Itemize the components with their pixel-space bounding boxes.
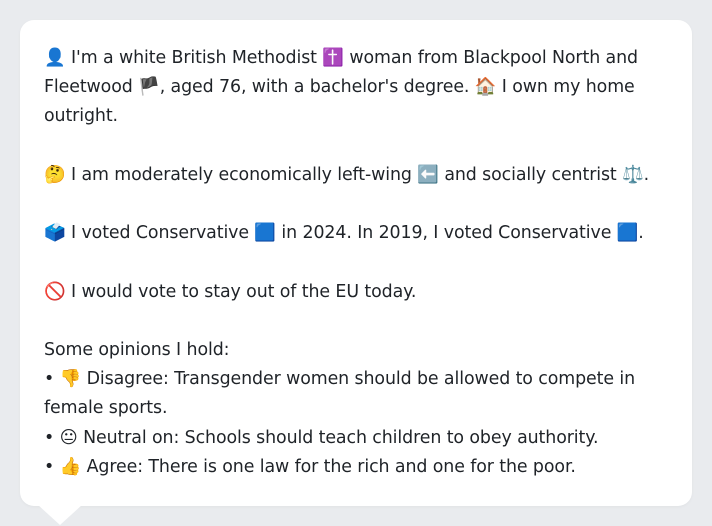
politics-paragraph: 🤔 I am moderately economically left-wing… [44, 161, 670, 190]
left-arrow-icon: ⬅️ [417, 164, 439, 185]
profile-text-1: I'm a white British Methodist [71, 48, 317, 68]
blue-square-icon: 🟦 [616, 223, 639, 244]
eu-text: I would vote to stay out of the EU today… [71, 281, 417, 302]
scales-icon: ⚖️ [622, 164, 644, 185]
thumbs-up-icon: 👍 [59, 456, 82, 477]
opinion-text: Agree: There is one law for the rich and… [86, 456, 576, 477]
politics-text-1: I am moderately economically left-wing [71, 164, 412, 185]
opinion-text: Neutral on: Schools should teach childre… [83, 427, 599, 448]
eu-paragraph: 🚫 I would vote to stay out of the EU tod… [44, 278, 670, 307]
thumbs-down-icon: 👎 [59, 369, 82, 390]
profile-text-2: woman from Blackpool North and Fleetwood [44, 48, 638, 98]
persona-text: 👤 I'm a white British Methodist ✝️ woman… [44, 44, 670, 482]
list-item: • 😐 Neutral on: Schools should teach chi… [44, 424, 670, 453]
list-item: • 👍 Agree: There is one law for the rich… [44, 453, 670, 482]
bullet: • [44, 369, 55, 390]
blue-square-icon: 🟦 [254, 223, 276, 244]
votes-text-1: I voted Conservative [71, 223, 249, 244]
ballot-box-icon: 🗳️ [44, 223, 66, 244]
bullet: • [44, 427, 55, 448]
speech-bubble-tail [38, 505, 82, 525]
politics-text-3: . [643, 164, 650, 185]
opinion-text: Disagree: Transgender women should be al… [44, 369, 636, 419]
cross-icon: ✝️ [322, 48, 344, 68]
england-flag-icon: 🏴 [138, 77, 160, 98]
house-icon: 🏠 [474, 77, 497, 98]
persona-card: 👤 I'm a white British Methodist ✝️ woman… [20, 20, 692, 506]
prohibited-icon: 🚫 [44, 281, 66, 302]
politics-text-2: and socially centrist [444, 164, 617, 185]
neutral-face-icon: 😐 [59, 427, 78, 448]
person-icon: 👤 [44, 48, 66, 68]
votes-text-2: in 2024. In 2019, I voted Conservative [281, 223, 612, 244]
profile-text-3: , aged 76, with a bachelor's degree. [159, 77, 470, 98]
votes-text-3: . [638, 223, 644, 244]
list-item: • 👎 Disagree: Transgender women should b… [44, 365, 670, 423]
bullet: • [44, 456, 55, 477]
opinions-heading: Some opinions I hold: [44, 339, 230, 360]
profile-text-4: I own my home outright. [44, 77, 635, 127]
votes-paragraph: 🗳️ I voted Conservative 🟦 in 2024. In 20… [44, 219, 670, 248]
profile-paragraph: 👤 I'm a white British Methodist ✝️ woman… [44, 44, 670, 132]
thinking-face-icon: 🤔 [44, 164, 66, 185]
